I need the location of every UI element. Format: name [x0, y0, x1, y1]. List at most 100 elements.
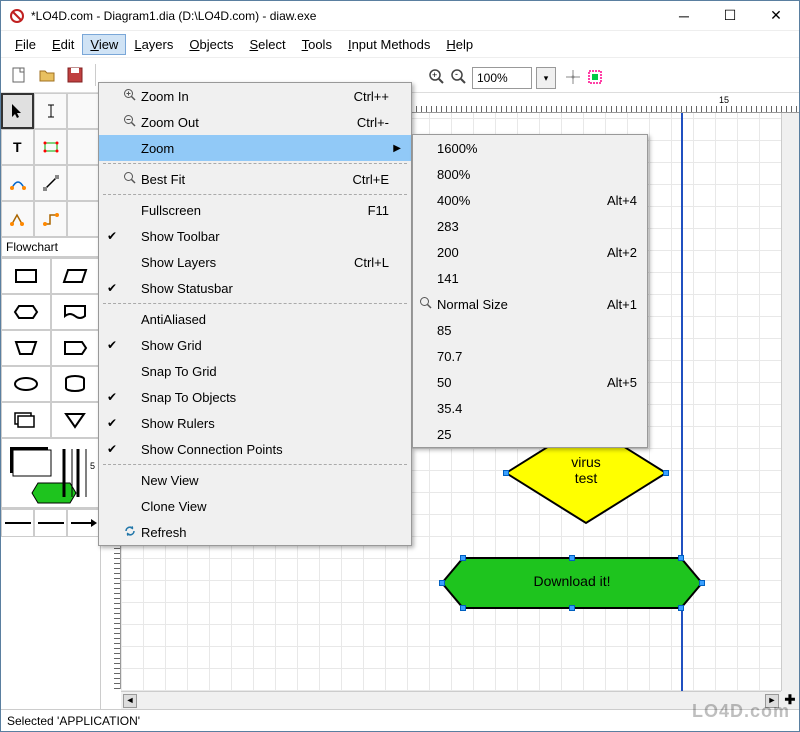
shape-stack[interactable] — [1, 402, 51, 438]
new-file-icon[interactable] — [7, 63, 31, 87]
zoom-submenu-dropdown: 1600%800%400%Alt+4283200Alt+2141Normal S… — [412, 134, 648, 448]
tool-12[interactable] — [67, 201, 100, 237]
tool-grid: T — [1, 93, 100, 237]
menu-tools[interactable]: Tools — [294, 34, 340, 55]
zoom-in-icon[interactable]: + — [428, 68, 446, 89]
zoom-option-25[interactable]: 25 — [413, 421, 647, 447]
line-tool[interactable] — [34, 165, 67, 201]
view-menu-show-grid[interactable]: ✔Show Grid — [99, 332, 411, 358]
zoom-out-icon — [121, 114, 139, 131]
arrow-start-none[interactable] — [1, 509, 34, 537]
shape-document[interactable] — [51, 294, 101, 330]
zoom-option-200[interactable]: 200Alt+2 — [413, 239, 647, 265]
zoom-option-283[interactable]: 283 — [413, 213, 647, 239]
zoom-option-800[interactable]: 800% — [413, 161, 647, 187]
zoom-dropdown-button[interactable]: ▾ — [536, 67, 556, 89]
app-icon — [9, 8, 25, 24]
zoom-option-35.4[interactable]: 35.4 — [413, 395, 647, 421]
pointer-tool[interactable] — [1, 93, 34, 129]
horizontal-scrollbar[interactable]: ◄► — [121, 691, 781, 709]
shape-category-label[interactable]: Flowchart — [1, 237, 100, 257]
crosshair-icon[interactable] — [564, 68, 582, 89]
statusbar: Selected 'APPLICATION' — [1, 709, 799, 731]
zoom-option-85[interactable]: 85 — [413, 317, 647, 343]
menu-view[interactable]: View — [82, 34, 126, 55]
zoom-input[interactable] — [472, 67, 532, 89]
shape-parallelogram[interactable] — [51, 258, 101, 294]
shape-trapezoid[interactable] — [1, 330, 51, 366]
zoom-option-50[interactable]: 50Alt+5 — [413, 369, 647, 395]
arrow-style-row — [1, 508, 100, 537]
refresh-icon — [121, 524, 139, 541]
view-menu-zoom-out[interactable]: Zoom OutCtrl+- — [99, 109, 411, 135]
view-menu-snap-to-grid[interactable]: Snap To Grid — [99, 358, 411, 384]
window-controls: ─ ☐ ✕ — [661, 1, 799, 31]
view-menu-dropdown: Zoom InCtrl++Zoom OutCtrl+-Zoom▶ Best Fit… — [98, 82, 412, 546]
box-tool[interactable] — [34, 129, 67, 165]
minimize-button[interactable]: ─ — [661, 1, 707, 31]
titlebar: *LO4D.com - Diagram1.dia (D:\LO4D.com) -… — [1, 1, 799, 31]
view-menu-clone-view[interactable]: Clone View — [99, 493, 411, 519]
menu-help[interactable]: Help — [438, 34, 481, 55]
shape-cylinder[interactable] — [51, 366, 101, 402]
zoom-option-70.7[interactable]: 70.7 — [413, 343, 647, 369]
connector-tool[interactable] — [34, 201, 67, 237]
open-file-icon[interactable] — [35, 63, 59, 87]
view-menu-zoom-in[interactable]: Zoom InCtrl++ — [99, 83, 411, 109]
shape-pentagon[interactable] — [51, 330, 101, 366]
svg-text:-: - — [455, 69, 458, 79]
polyline-tool[interactable] — [1, 201, 34, 237]
tool-3[interactable] — [67, 93, 100, 129]
view-menu-snap-to-objects[interactable]: ✔Snap To Objects — [99, 384, 411, 410]
maximize-button[interactable]: ☐ — [707, 1, 753, 31]
menu-objects[interactable]: Objects — [181, 34, 241, 55]
tool-6[interactable] — [67, 129, 100, 165]
zoom-fit-icon — [121, 171, 139, 188]
bounds-icon[interactable] — [586, 68, 604, 89]
menu-input-methods[interactable]: Input Methods — [340, 34, 438, 55]
shape-ellipse[interactable] — [1, 366, 51, 402]
view-menu-zoom[interactable]: Zoom▶ — [99, 135, 411, 161]
menu-file[interactable]: File — [7, 34, 44, 55]
view-menu-new-view[interactable]: New View — [99, 467, 411, 493]
toolbox-panel: T Flowchart — [1, 93, 101, 709]
arrow-line-style[interactable] — [34, 509, 67, 537]
view-menu-fullscreen[interactable]: FullscreenF11 — [99, 197, 411, 223]
svg-text:T: T — [13, 139, 22, 155]
text-cursor-tool[interactable] — [34, 93, 67, 129]
view-menu-show-connection-points[interactable]: ✔Show Connection Points — [99, 436, 411, 462]
window-title: *LO4D.com - Diagram1.dia (D:\LO4D.com) -… — [31, 9, 661, 23]
close-button[interactable]: ✕ — [753, 1, 799, 31]
zoom-option-normalsize[interactable]: Normal SizeAlt+1 — [413, 291, 647, 317]
zoom-option-400[interactable]: 400%Alt+4 — [413, 187, 647, 213]
shape-palette — [1, 257, 100, 438]
flowchart-process-shape[interactable]: Download it! — [437, 553, 707, 616]
menu-select[interactable]: Select — [241, 34, 293, 55]
vertical-scrollbar[interactable] — [781, 113, 799, 691]
view-menu-antialiased[interactable]: AntiAliased — [99, 306, 411, 332]
menubar: FileEditViewLayersObjectsSelectToolsInpu… — [1, 31, 799, 57]
zoom-option-141[interactable]: 141 — [413, 265, 647, 291]
svg-text:+: + — [432, 70, 437, 80]
zoom-out-icon[interactable]: - — [450, 68, 468, 89]
toolbar-separator — [95, 64, 96, 86]
shape-hexagon[interactable] — [1, 294, 51, 330]
shape-rectangle[interactable] — [1, 258, 51, 294]
curve-tool[interactable] — [1, 165, 34, 201]
view-menu-show-toolbar[interactable]: ✔Show Toolbar — [99, 223, 411, 249]
view-menu-show-rulers[interactable]: ✔Show Rulers — [99, 410, 411, 436]
view-menu-refresh[interactable]: Refresh — [99, 519, 411, 545]
shape-triangle[interactable] — [51, 402, 101, 438]
zoom-in-icon — [121, 88, 139, 105]
text-tool[interactable]: T — [1, 129, 34, 165]
save-file-icon[interactable] — [63, 63, 87, 87]
view-menu-show-layers[interactable]: Show LayersCtrl+L — [99, 249, 411, 275]
zoom-option-1600[interactable]: 1600% — [413, 135, 647, 161]
view-menu-show-statusbar[interactable]: ✔Show Statusbar — [99, 275, 411, 301]
tool-9[interactable] — [67, 165, 100, 201]
svg-text:5: 5 — [90, 461, 95, 471]
arrow-end-arrow[interactable] — [67, 509, 100, 537]
menu-layers[interactable]: Layers — [126, 34, 181, 55]
menu-edit[interactable]: Edit — [44, 34, 82, 55]
view-menu-best-fit[interactable]: Best FitCtrl+E — [99, 166, 411, 192]
